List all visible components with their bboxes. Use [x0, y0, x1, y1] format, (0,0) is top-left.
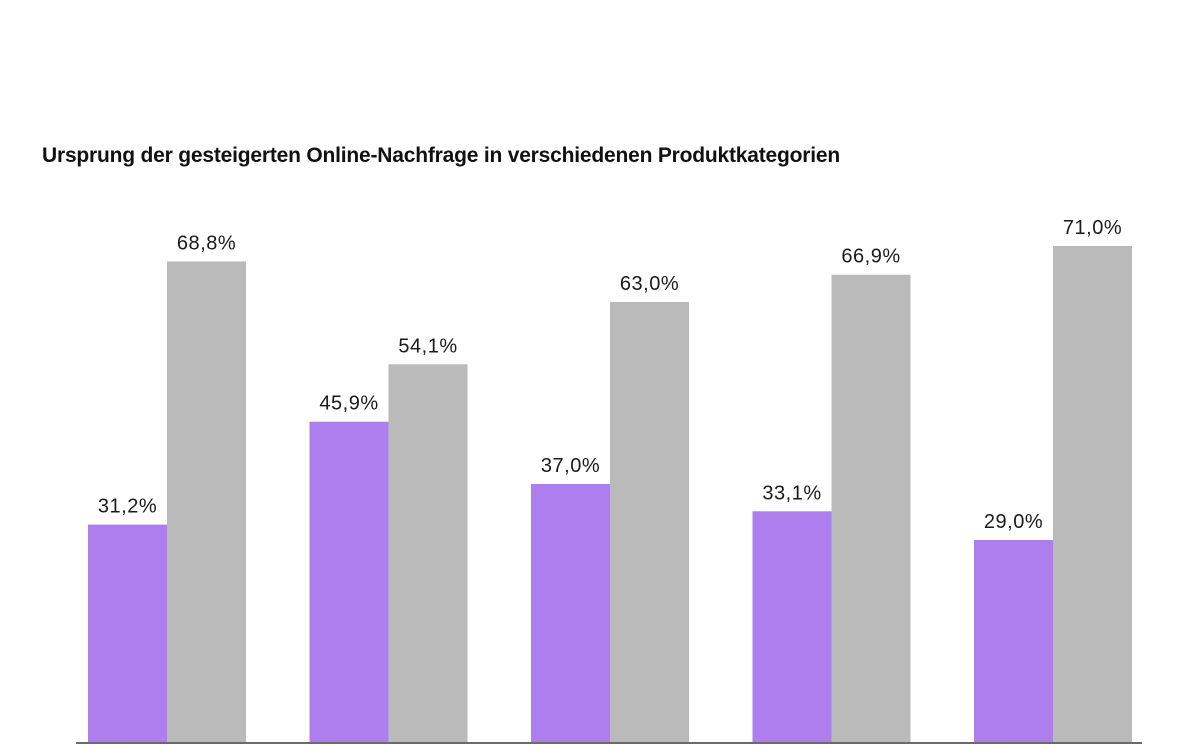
data-label-series-1-group-1: 31,2% [98, 496, 157, 518]
chart-title: Ursprung der gesteigerten Online-Nachfra… [42, 144, 840, 167]
data-label-series-2-group-3: 63,0% [620, 273, 679, 295]
bar-series-1-group-4 [752, 511, 832, 743]
data-label-series-1-group-5: 29,0% [984, 511, 1043, 533]
bar-series-2-group-2 [388, 364, 468, 743]
bar-series-1-group-2 [309, 421, 389, 743]
data-label-series-2-group-5: 71,0% [1063, 217, 1122, 239]
bars-group [88, 246, 1132, 743]
bar-series-1-group-5 [974, 540, 1053, 743]
bar-series-1-group-1 [88, 524, 167, 743]
data-labels-group: 31,2% 45,9% 37,0% 33,1% 29,0% 68,8% 54,1% 63,0%… [98, 217, 1122, 533]
data-label-series-1-group-2: 45,9% [319, 393, 378, 415]
bar-series-2-group-3 [610, 302, 689, 743]
bar-series-2-group-4 [831, 274, 911, 743]
bar-series-2-group-5 [1053, 246, 1132, 743]
data-label-series-1-group-4: 33,1% [762, 482, 821, 504]
bar-series-1-group-3 [531, 484, 610, 743]
data-label-series-2-group-2: 54,1% [398, 335, 457, 357]
bar-series-2-group-1 [167, 261, 246, 743]
data-label-series-2-group-4: 66,9% [841, 246, 900, 268]
data-label-series-2-group-1: 68,8% [177, 232, 236, 254]
data-label-series-1-group-3: 37,0% [541, 455, 600, 477]
